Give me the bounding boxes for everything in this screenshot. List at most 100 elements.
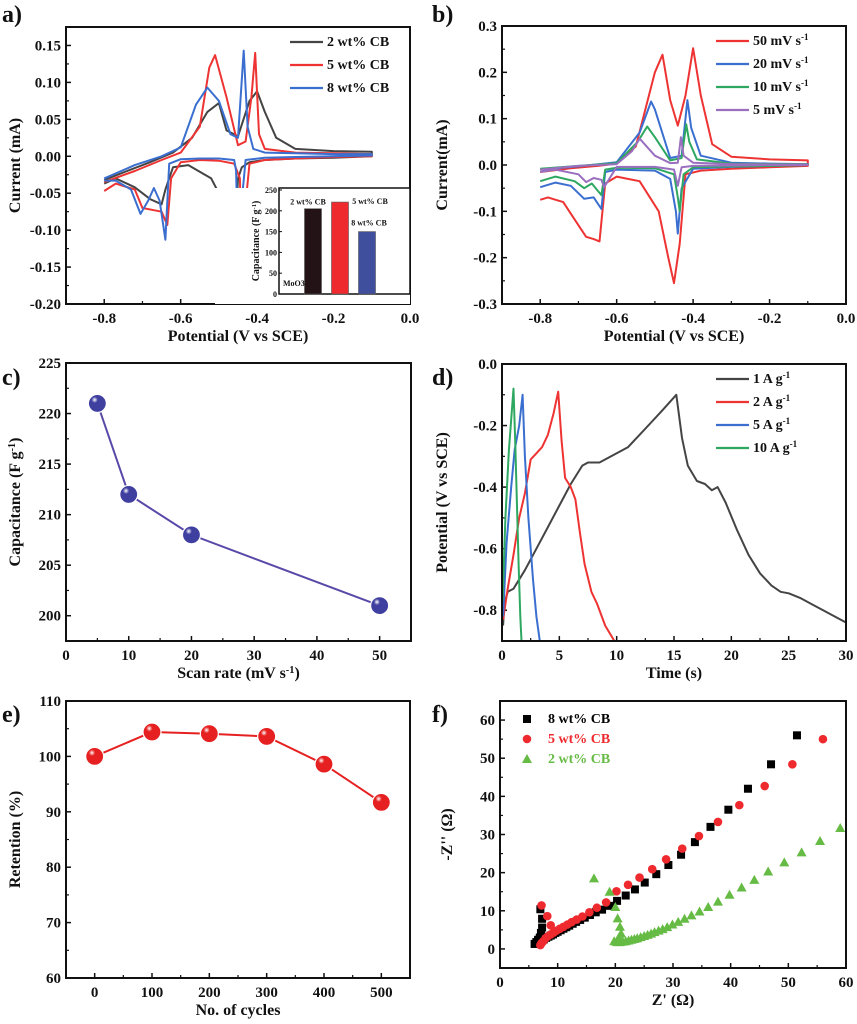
x-tick-label: 50 — [781, 975, 796, 991]
y-tick-label: -0.3 — [473, 297, 497, 313]
plot-area — [539, 47, 809, 285]
panel-label: a) — [2, 2, 22, 28]
legend-label: 5 wt% CB — [548, 732, 610, 747]
y-tick-label: 0 — [488, 942, 496, 958]
y-tick-label: 0.1 — [478, 112, 497, 128]
legend-label: 5 wt% CB — [327, 58, 389, 73]
x-tick-label: 0 — [62, 648, 70, 664]
plot-frame — [501, 363, 847, 642]
data-point-triangle — [667, 919, 678, 929]
plot-area — [87, 393, 390, 616]
y-tick-label: 90 — [46, 805, 61, 821]
data-point-sphere — [142, 722, 162, 742]
y-tick-label: -0.10 — [30, 223, 61, 239]
plot-area — [502, 387, 846, 641]
panel-f: f) 0 10 20 30 40 50 60 0 10 20 30 40 50 60 Z' (Ω) -Z'' (… — [432, 700, 854, 1009]
series-line-3 — [502, 387, 523, 641]
data-point-triangle — [835, 823, 846, 833]
legend-label: 20 mV s-1 — [753, 55, 809, 72]
data-point-circle — [623, 880, 633, 890]
legend-label: 2 wt% CB — [548, 752, 610, 767]
inset-bar — [331, 201, 349, 295]
data-point-circle — [537, 901, 546, 910]
inset-y-tick-label: 200 — [265, 207, 277, 216]
x-axis-label: Potential (V vs SCE) — [168, 328, 309, 345]
x-tick-label: -0.6 — [169, 311, 193, 327]
data-point-square — [724, 805, 733, 814]
legend-label: 8 wt% CB — [548, 712, 610, 727]
x-tick-label: -0.2 — [322, 311, 346, 327]
data-point-circle — [578, 912, 587, 921]
x-tick-label: 0 — [496, 975, 504, 991]
data-point-triangle — [604, 886, 615, 896]
y-tick-label: 0.3 — [478, 19, 497, 35]
data-point-sphere — [257, 726, 277, 747]
data-point-sphere — [371, 792, 391, 812]
legend-marker-circle — [522, 734, 532, 744]
y-tick-label: 0.15 — [35, 38, 61, 54]
data-point-square — [538, 914, 547, 923]
series-line — [94, 730, 382, 804]
data-point-square — [664, 861, 673, 870]
y-tick-label: 20 — [480, 866, 495, 882]
y-tick-label: -0.20 — [30, 297, 61, 313]
y-tick-label: 60 — [480, 713, 495, 729]
data-point-triangle — [724, 889, 735, 899]
x-axis-label: No. of cycles — [196, 1002, 281, 1019]
data-point-sphere — [119, 484, 139, 505]
x-axis-label: Time (s) — [646, 665, 702, 682]
inset-annotation: MoO3 — [283, 279, 305, 288]
data-point-square — [690, 838, 699, 847]
plot-area — [85, 722, 391, 812]
x-axis-label: Z' (Ω) — [652, 992, 695, 1009]
series-line-0 — [539, 47, 809, 285]
x-tick-label: -0.8 — [92, 311, 116, 327]
x-tick-label: 40 — [309, 648, 324, 664]
data-point-circle — [585, 908, 594, 917]
plot-frame — [499, 700, 847, 969]
y-tick-label: 205 — [39, 558, 62, 574]
inset-bar-label: 8 wt% CB — [351, 219, 387, 228]
x-tick-label: 25 — [781, 648, 796, 664]
panel-b: b) -0.8 -0.6 -0.4 -0.2 0.0 -0.3 -0.2 -0.1 0.0 0.1 0… — [432, 2, 855, 345]
x-tick-label: -0.6 — [605, 311, 629, 327]
y-tick-label: -0.2 — [473, 251, 497, 267]
y-tick-label: 0.2 — [478, 65, 497, 81]
x-axis-label: Potential (V vs SCE) — [604, 328, 745, 345]
x-tick-label: 60 — [839, 975, 854, 991]
x-tick-label: 30 — [839, 648, 854, 664]
data-point-square — [598, 905, 607, 914]
data-point-triangle — [779, 857, 790, 867]
legend-marker-square — [523, 715, 531, 723]
y-tick-label: 0.00 — [35, 149, 61, 165]
legend-label: 10 mV s-1 — [753, 78, 809, 95]
y-tick-label: 225 — [39, 356, 62, 372]
x-tick-label: 0.0 — [837, 311, 856, 327]
data-point-square — [640, 878, 649, 887]
data-point-circle — [546, 920, 556, 930]
data-point-circle — [601, 898, 611, 907]
data-point-sphere — [370, 596, 390, 616]
y-tick-label: 210 — [39, 508, 62, 524]
x-tick-label: 300 — [255, 985, 278, 1001]
x-tick-label: -0.4 — [245, 311, 269, 327]
data-point-sphere — [87, 393, 107, 414]
x-tick-label: 100 — [141, 985, 164, 1001]
x-tick-label: 0 — [498, 648, 506, 664]
plot-frame — [501, 25, 847, 305]
data-point-triangle — [673, 916, 684, 926]
x-axis-label: Scan rate (mV s-1) — [177, 665, 300, 683]
x-tick-label: 500 — [370, 985, 393, 1001]
data-point-triangle — [679, 913, 690, 923]
plot-area — [530, 731, 846, 950]
data-point-triangle — [815, 835, 826, 845]
data-point-triangle — [736, 882, 747, 892]
x-tick-label: 30 — [247, 648, 262, 664]
series-line — [96, 403, 380, 607]
data-point-triangle — [763, 866, 774, 876]
legend-label: 5 A g-1 — [753, 416, 791, 433]
data-point-square — [677, 850, 686, 859]
inset-bar-label: 2 wt% CB — [290, 198, 326, 207]
y-tick-label: 110 — [39, 694, 61, 710]
